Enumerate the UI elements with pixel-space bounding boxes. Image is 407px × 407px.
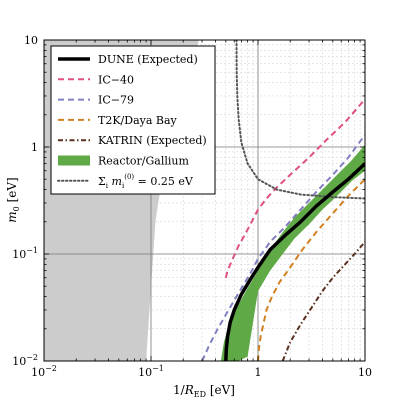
y-tick-label-base: 10 <box>12 355 26 368</box>
x-tick-label-base: 10 <box>31 366 45 379</box>
band-layer <box>220 144 365 361</box>
y-tick-label: 10−2 <box>12 353 38 368</box>
y-axis-label-sub: 0 <box>12 206 21 211</box>
series-line-ic-40 <box>224 98 365 278</box>
legend-label-dune-expected: DUNE (Expected) <box>98 53 198 66</box>
x-axis-label-unit: [eV] <box>206 383 235 397</box>
y-tick-label-exponent: −2 <box>26 353 38 362</box>
y-tick-label-base: 10 <box>12 248 26 261</box>
x-tick-label-base: 1 <box>255 366 262 379</box>
x-axis-label-sub: ED <box>194 390 206 399</box>
legend: DUNE (Expected) IC−40 IC−79 T2K/Daya Bay KAT… <box>50 45 216 195</box>
series-layer <box>201 40 365 361</box>
series-line-katrin-expected <box>281 241 365 361</box>
x-tick-label-base: 10 <box>358 366 372 379</box>
x-tick-label-exponent: −2 <box>45 364 57 373</box>
x-tick-label-base: 10 <box>138 366 152 379</box>
y-tick-label: 1 <box>31 141 38 154</box>
y-axis-label: m0 [eV] <box>5 177 21 222</box>
legend-label-part: i <box>122 182 125 190</box>
legend-label-i-m-i-0-0-25-ev: Σi mi(0) = 0.25 eV <box>98 173 194 190</box>
y-axis-label-unit: [eV] <box>5 177 19 206</box>
legend-swatch-reactor-gallium <box>58 155 90 166</box>
x-tick-label: 10 <box>358 366 372 379</box>
band-reactor-gallium <box>220 144 365 361</box>
plot-frame <box>43 39 366 362</box>
y-tick-label-base: 1 <box>31 141 38 154</box>
legend-label-t2k-daya-bay: T2K/Daya Bay <box>98 114 178 127</box>
x-axis-label-main: 1/ <box>173 383 186 397</box>
series-line-dune-expected <box>224 162 365 361</box>
x-tick-label: 10−1 <box>138 364 164 379</box>
series-line-i-m-i-0-0-25-ev <box>235 40 365 200</box>
series-line-ic-79 <box>201 134 365 361</box>
x-tick-label-exponent: −1 <box>152 364 164 373</box>
legend-label-part: m <box>112 175 122 188</box>
y-axis-label-m: m <box>5 211 19 222</box>
x-axis-label: 1/RED [eV] <box>173 383 235 399</box>
legend-label-part: = 0.25 eV <box>134 175 194 188</box>
legend-label-part: (0) <box>124 173 134 181</box>
y-tick-label-exponent: −1 <box>26 246 38 255</box>
legend-label-ic-79: IC−79 <box>98 94 134 107</box>
legend-label-part: Σ <box>98 175 106 188</box>
x-tick-label: 1 <box>255 366 262 379</box>
legend-label-part: i <box>106 182 109 190</box>
legend-label-reactor-gallium: Reactor/Gallium <box>98 155 190 168</box>
legend-label-ic-40: IC−40 <box>98 73 134 86</box>
y-tick-label: 10 <box>24 34 38 47</box>
legend-label-katrin-expected: KATRIN (Expected) <box>98 134 207 147</box>
y-tick-label: 10−1 <box>12 246 38 261</box>
x-axis-label-r: R <box>184 383 194 397</box>
x-tick-label: 10−2 <box>31 364 57 379</box>
series-line-t2k-daya-bay <box>257 178 365 361</box>
y-tick-label-base: 10 <box>24 34 38 47</box>
legend-entries: DUNE (Expected) IC−40 IC−79 T2K/Daya Bay KAT… <box>57 53 207 190</box>
